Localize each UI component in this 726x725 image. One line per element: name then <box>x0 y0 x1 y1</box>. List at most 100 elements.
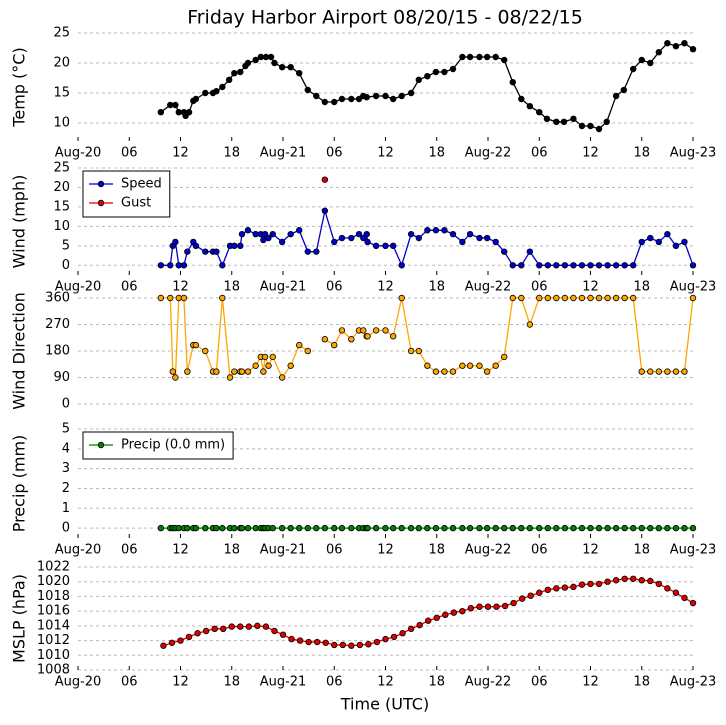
data-point <box>278 238 286 246</box>
data-point <box>382 327 389 334</box>
data-point <box>415 347 423 355</box>
data-point <box>493 603 500 610</box>
data-point <box>536 589 543 596</box>
data-point <box>424 227 431 234</box>
y-tick-label: 0 <box>62 521 70 536</box>
data-point <box>321 176 329 183</box>
data-point <box>237 623 244 630</box>
y-axis-label: Wind Direction <box>10 292 29 410</box>
data-point <box>213 248 220 255</box>
data-point <box>219 524 226 532</box>
x-tick-label: 12 <box>172 675 189 690</box>
data-point <box>630 524 637 532</box>
data-point <box>389 333 397 340</box>
data-point <box>595 262 603 269</box>
data-point <box>612 524 620 532</box>
y-tick-label: 1022 <box>37 560 70 575</box>
data-point <box>416 621 423 629</box>
data-point <box>518 524 525 532</box>
data-point <box>231 524 238 532</box>
data-point <box>184 524 191 532</box>
x-tick-label: 18 <box>428 675 445 690</box>
x-tick-label: 06 <box>121 146 138 161</box>
data-point <box>372 92 380 100</box>
data-point <box>288 635 295 643</box>
x-tick-label: 18 <box>633 675 650 690</box>
data-point <box>630 65 637 73</box>
y-tick-label: 20 <box>53 56 70 71</box>
data-point <box>466 362 474 369</box>
data-point <box>348 234 355 242</box>
data-point <box>459 362 466 369</box>
data-point <box>398 92 405 100</box>
data-point <box>424 362 431 369</box>
data-point <box>501 524 508 532</box>
data-point <box>321 524 329 532</box>
data-point <box>313 524 320 532</box>
data-point <box>245 623 253 630</box>
data-point <box>664 524 671 532</box>
data-point <box>492 362 499 369</box>
data-point <box>372 327 380 334</box>
data-point <box>621 575 628 582</box>
y-tick-label: 15 <box>53 199 70 214</box>
x-tick-label: 12 <box>377 543 394 558</box>
data-point <box>612 262 620 269</box>
data-point <box>647 59 654 67</box>
data-point <box>638 368 645 375</box>
y-tick-label: 1016 <box>37 604 70 619</box>
data-point <box>262 623 270 630</box>
data-point <box>185 108 193 116</box>
y-tick-label: 1008 <box>37 663 70 678</box>
data-point <box>304 86 311 94</box>
data-point <box>604 578 611 585</box>
data-point <box>365 641 372 648</box>
data-point <box>638 524 645 532</box>
data-point <box>483 524 491 532</box>
data-point <box>526 321 534 328</box>
x-tick-label: 12 <box>582 543 599 558</box>
data-point <box>360 234 367 242</box>
data-point <box>192 524 200 532</box>
data-point <box>331 98 338 106</box>
data-point <box>331 238 338 246</box>
data-point <box>382 92 389 100</box>
data-point <box>543 115 551 122</box>
data-point <box>415 76 423 83</box>
data-point <box>237 68 244 76</box>
x-tick-label: 18 <box>633 543 650 558</box>
x-tick-label: 18 <box>223 146 240 161</box>
data-point <box>466 53 474 61</box>
data-point <box>681 40 688 47</box>
x-tick-label: Aug-22 <box>465 146 512 161</box>
data-point <box>219 83 226 91</box>
data-point <box>587 262 594 269</box>
x-tick-label: 06 <box>326 280 343 295</box>
data-point <box>544 586 551 594</box>
data-point <box>348 524 355 532</box>
data-point <box>518 294 525 302</box>
y-tick-label: 360 <box>45 291 70 306</box>
data-point <box>595 580 603 588</box>
data-point <box>672 524 680 532</box>
data-point <box>321 207 329 214</box>
x-tick-label: Aug-20 <box>55 280 102 295</box>
y-tick-label: 3 <box>62 461 70 476</box>
y-tick-label: 10 <box>53 116 70 131</box>
data-point <box>157 108 165 116</box>
data-point <box>360 327 367 334</box>
data-point <box>389 95 397 103</box>
x-tick-label: 12 <box>582 280 599 295</box>
data-point <box>604 524 611 532</box>
data-point <box>689 524 697 532</box>
data-point <box>638 56 645 64</box>
data-point <box>612 92 620 100</box>
data-point <box>389 524 397 532</box>
data-point <box>501 248 508 255</box>
panel: Wind (mph) 0 5 10 15 20 25 Aug-20 06 12 18 Aug-21 06… <box>10 161 717 295</box>
data-point <box>296 637 304 644</box>
y-tick-label: 0 <box>62 397 70 412</box>
data-point <box>271 627 278 635</box>
data-point <box>467 605 475 612</box>
data-point <box>338 524 346 532</box>
